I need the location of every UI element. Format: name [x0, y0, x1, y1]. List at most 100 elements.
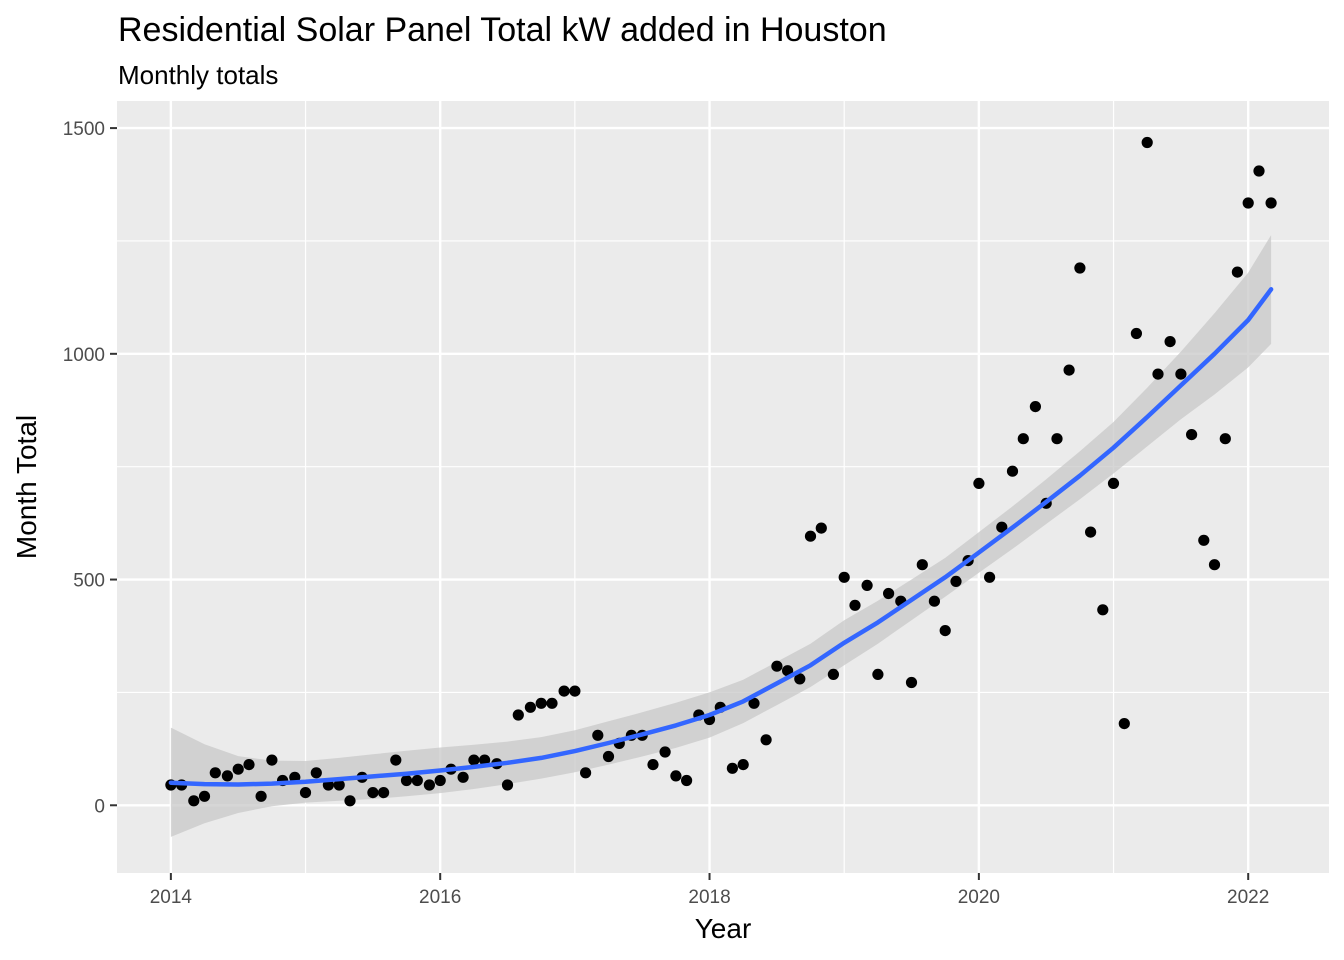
data-point — [299, 787, 312, 799]
data-point — [804, 530, 817, 542]
plot-panel — [117, 101, 1329, 873]
data-point — [905, 676, 918, 689]
data-point — [1074, 262, 1086, 274]
data-point — [1253, 165, 1265, 177]
data-point — [1118, 718, 1130, 730]
smooth-trend-line — [168, 287, 1274, 787]
data-point — [670, 770, 682, 782]
data-point — [1063, 364, 1075, 376]
data-point — [861, 579, 873, 592]
x-tick-label: 2014 — [150, 887, 193, 908]
x-tick-label: 2022 — [1227, 887, 1269, 908]
data-point — [434, 774, 446, 787]
data-point — [872, 668, 884, 681]
data-point — [479, 754, 491, 766]
data-point — [501, 779, 514, 791]
data-point — [1141, 136, 1153, 149]
data-point — [760, 734, 772, 746]
data-point — [400, 774, 413, 787]
y-tick-label: 1500 — [63, 119, 105, 140]
x-tick-label: 2018 — [688, 887, 730, 908]
data-point — [1198, 534, 1210, 546]
data-point — [1265, 197, 1277, 209]
data-point — [390, 754, 402, 766]
data-point — [916, 559, 928, 571]
data-point — [782, 665, 794, 677]
data-point — [928, 595, 941, 607]
chart-subtitle: Monthly totals — [118, 60, 278, 90]
data-point — [310, 767, 322, 779]
data-point — [367, 787, 379, 799]
data-point — [1017, 433, 1029, 445]
data-point — [512, 709, 524, 721]
x-axis-title: Year — [695, 913, 752, 944]
data-point — [838, 571, 850, 583]
x-tick-label: 2020 — [958, 887, 1000, 908]
data-point — [973, 477, 985, 489]
data-point — [411, 774, 423, 787]
data-point — [1219, 433, 1231, 445]
data-point — [457, 771, 469, 783]
data-point — [423, 779, 435, 791]
data-point — [524, 701, 537, 713]
data-point — [659, 746, 671, 758]
data-point — [827, 668, 840, 681]
y-tick-label: 500 — [73, 571, 105, 592]
data-points — [165, 136, 1277, 807]
data-point — [558, 685, 570, 697]
data-point — [1051, 433, 1063, 445]
data-point — [737, 759, 749, 771]
data-point — [232, 763, 244, 775]
data-point — [333, 779, 345, 791]
data-point — [1107, 477, 1120, 489]
data-point — [468, 754, 480, 766]
data-point — [592, 729, 604, 741]
data-point — [198, 790, 211, 802]
x-tick-label: 2016 — [419, 887, 461, 908]
data-point — [939, 625, 951, 637]
data-point — [849, 599, 861, 611]
data-point — [580, 767, 592, 779]
data-point — [344, 795, 356, 807]
major-gridlines — [117, 101, 1329, 873]
data-point — [1006, 465, 1019, 477]
data-point — [794, 673, 806, 685]
axes: 2014 2016 2018 2020 2022 0 500 1000 1500 — [63, 119, 1270, 908]
data-point — [771, 660, 783, 672]
y-axis-title: Month Total — [11, 415, 42, 559]
data-point — [883, 587, 895, 600]
data-point — [1097, 604, 1109, 616]
data-point — [1152, 368, 1164, 380]
data-point — [1175, 368, 1187, 380]
data-point — [1029, 401, 1041, 413]
data-point — [681, 774, 693, 787]
data-point — [1231, 266, 1243, 278]
data-point — [1085, 526, 1097, 538]
data-point — [1130, 327, 1142, 340]
y-tick-label: 1000 — [63, 345, 105, 366]
data-point — [984, 571, 996, 583]
data-point — [188, 795, 200, 807]
data-point — [602, 750, 615, 763]
data-point — [266, 754, 278, 766]
data-point — [546, 697, 558, 709]
data-point — [996, 521, 1008, 533]
data-point — [950, 575, 962, 588]
data-point — [243, 759, 255, 771]
data-point — [647, 759, 659, 771]
data-point — [1242, 197, 1254, 209]
data-point — [255, 790, 267, 802]
data-point — [535, 697, 547, 709]
data-point — [209, 767, 221, 779]
data-point — [569, 685, 581, 697]
data-point — [1186, 429, 1198, 441]
data-point — [378, 787, 390, 799]
data-point — [748, 697, 760, 709]
smooth-line-layer — [168, 287, 1274, 787]
y-tick-label: 0 — [94, 796, 105, 817]
data-point — [221, 770, 233, 782]
data-point — [726, 762, 739, 774]
data-point — [1164, 336, 1176, 348]
chart-title: Residential Solar Panel Total kW added i… — [118, 11, 887, 49]
